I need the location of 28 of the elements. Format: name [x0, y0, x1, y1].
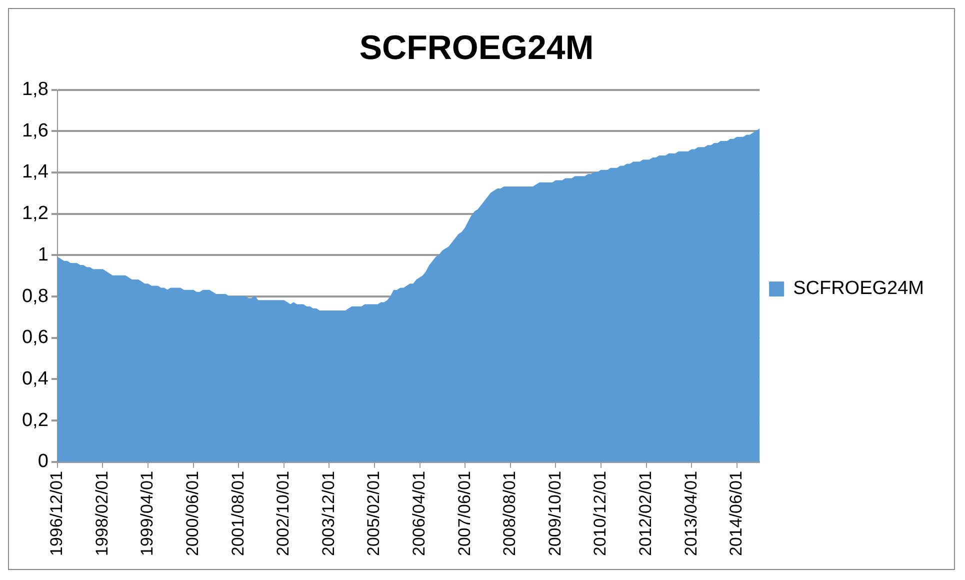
x-tick-label: 1999/04/01	[138, 470, 157, 556]
y-tick-label: 1	[38, 244, 48, 266]
x-tick-label: 2012/02/01	[636, 470, 656, 556]
x-tick-label: 2001/08/01	[228, 470, 248, 556]
x-tick-label: 2003/12/01	[318, 470, 338, 556]
y-tick-label: 1,4	[22, 162, 49, 183]
y-tick-label: 1,2	[22, 203, 48, 224]
x-tick-label: 1998/02/01	[92, 470, 112, 556]
x-tick-label: 2007/06/01	[454, 470, 474, 556]
x-tick-label: 2014/06/01	[726, 470, 746, 556]
y-tick-label: 1,6	[22, 120, 48, 142]
x-tick-label: 2009/10/01	[545, 470, 564, 556]
x-tick-label: 2006/04/01	[410, 470, 429, 556]
y-tick-label: 0,4	[22, 368, 49, 390]
chart-title: SCFROEG24M	[359, 28, 594, 67]
x-tick-label: 2002/10/01	[274, 470, 293, 556]
x-tick-label: 2005/02/01	[364, 470, 384, 556]
x-tick-label: 2010/12/01	[590, 470, 610, 556]
x-tick-label: 2013/04/01	[681, 470, 700, 556]
y-tick-label: 0,8	[22, 286, 48, 307]
y-tick-label: 0,2	[22, 410, 48, 431]
y-tick-label: 1,8	[22, 79, 48, 100]
legend-label: SCFROEG24M	[793, 278, 924, 300]
y-tick-label: 0	[38, 451, 48, 472]
x-tick-label: 1996/12/01	[47, 470, 66, 556]
x-tick-label: 2000/06/01	[183, 470, 202, 556]
x-tick-label: 2008/08/01	[500, 470, 520, 556]
y-tick-label: 0,6	[22, 327, 48, 348]
